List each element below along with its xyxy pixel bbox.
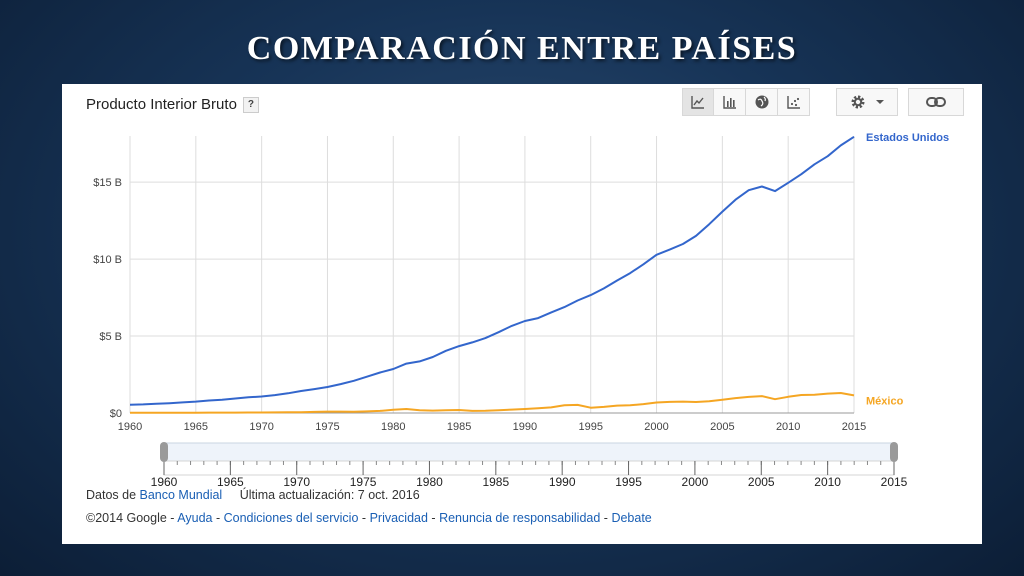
range-tick-label: 2010 — [814, 475, 841, 489]
y-tick-label: $0 — [110, 408, 122, 420]
map-chart-button[interactable] — [746, 88, 778, 116]
privacy-link[interactable]: Privacidad — [369, 511, 428, 525]
chart-panel: 1960 1965 1970 1975 1980 1985 1990 1995 2000 2005… — [62, 84, 982, 544]
range-tick-label: 1985 — [482, 475, 509, 489]
y-tick-label: $15 B — [93, 177, 122, 189]
range-tick-label: 1970 — [283, 475, 310, 489]
settings-toolbar — [836, 88, 898, 116]
x-tick-label: 1985 — [447, 421, 471, 433]
source-prefix: Datos de — [86, 488, 137, 502]
x-tick-label: 1960 — [118, 421, 142, 433]
range-start-handle[interactable] — [160, 442, 168, 462]
range-tick-label: 1965 — [217, 475, 244, 489]
chart-title: Producto Interior Bruto? — [86, 96, 259, 114]
range-track — [163, 460, 895, 476]
chart: 1960 1965 1970 1975 1980 1985 1990 1995 2000 2005… — [93, 132, 949, 489]
gear-icon — [851, 95, 865, 109]
discussion-link[interactable]: Debate — [611, 511, 652, 525]
copyright: ©2014 Google — [86, 511, 167, 525]
scatter-chart-button[interactable] — [778, 88, 810, 116]
legal-line: ©2014 Google - Ayuda - Condiciones del s… — [86, 511, 652, 525]
range-tick-label: 2005 — [748, 475, 775, 489]
x-tick-label: 1995 — [578, 421, 602, 433]
help-link[interactable]: Ayuda — [177, 511, 213, 525]
separator: - — [215, 511, 221, 525]
settings-button[interactable] — [836, 88, 898, 116]
y-tick-label: $10 B — [93, 254, 122, 266]
x-tick-label: 1965 — [184, 421, 208, 433]
separator: - — [361, 511, 367, 525]
link-button[interactable] — [908, 88, 964, 116]
x-tick-label: 1975 — [315, 421, 339, 433]
bar-chart-icon — [722, 96, 736, 109]
x-tick-label: 1990 — [513, 421, 537, 433]
line-chart-button[interactable] — [682, 88, 714, 116]
x-tick-label: 2010 — [776, 421, 800, 433]
range-tick-label: 1990 — [549, 475, 576, 489]
series-line-mexico — [130, 392, 855, 414]
range-tick-label: 2015 — [881, 475, 908, 489]
range-tick-label: 1995 — [615, 475, 642, 489]
x-tick-label: 2000 — [644, 421, 668, 433]
range-end-handle[interactable] — [890, 442, 898, 462]
range-tick-label: 2000 — [682, 475, 709, 489]
x-tick-label: 2015 — [842, 421, 866, 433]
bar-chart-button[interactable] — [714, 88, 746, 116]
x-tick-label: 1970 — [249, 421, 273, 433]
link-icon — [926, 97, 946, 107]
x-tick-label: 2005 — [710, 421, 734, 433]
chart-title-text: Producto Interior Bruto — [86, 96, 237, 113]
source-link[interactable]: Banco Mundial — [139, 488, 223, 502]
series-line-estados-unidos — [129, 135, 855, 406]
line-chart-icon — [691, 96, 704, 109]
range-navigator — [163, 442, 895, 462]
separator: - — [170, 511, 175, 525]
last-updated: Última actualización: 7 oct. 2016 — [239, 488, 420, 502]
separator: - — [603, 511, 608, 525]
y-tick-label: $5 B — [99, 331, 122, 343]
caret-down-icon — [876, 100, 884, 104]
series-label: México — [866, 395, 904, 407]
help-icon[interactable]: ? — [242, 97, 259, 114]
slide-title: Comparación entre países — [246, 30, 798, 67]
link-toolbar — [908, 88, 964, 116]
data-source-line: Datos de Banco Mundial Última actualizac… — [86, 488, 420, 502]
chart-type-toolbar — [682, 88, 810, 116]
separator: - — [431, 511, 436, 525]
x-tick-label: 1980 — [381, 421, 405, 433]
range-tick-label: 1960 — [151, 475, 178, 489]
terms-link[interactable]: Condiciones del servicio — [223, 511, 359, 525]
globe-icon — [755, 95, 768, 109]
range-tick-label: 1980 — [416, 475, 443, 489]
scatter-chart-icon — [786, 96, 800, 109]
range-tick-label: 1975 — [350, 475, 377, 489]
disclaimer-link[interactable]: Renuncia de responsabilidad — [439, 511, 601, 525]
series-label: Estados Unidos — [866, 132, 949, 144]
